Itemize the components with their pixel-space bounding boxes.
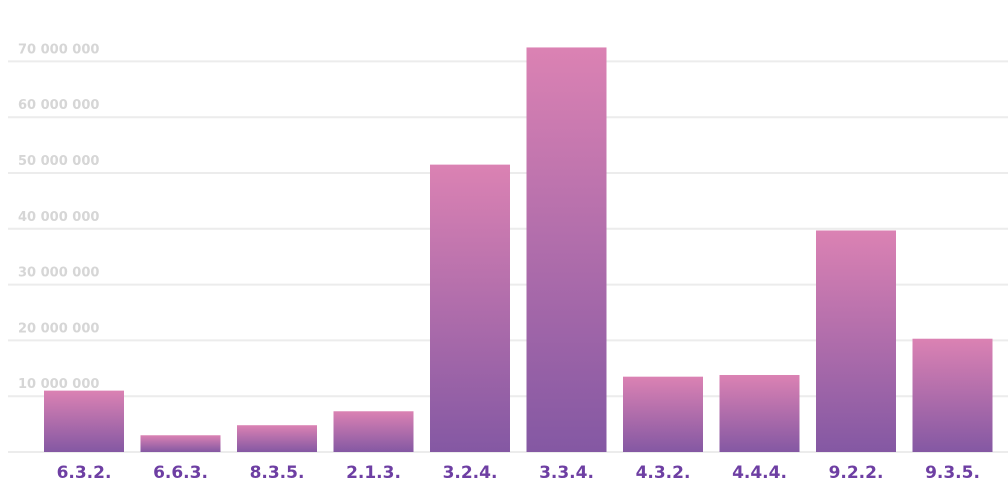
x-tick-label: 6.3.2. [57,463,112,483]
x-axis-ticks: 6.3.2. 6.6.3. 8.3.5. 2.1.3. 3.2.4. 3.3.4. 4.3.… [57,463,980,483]
y-tick-label: 20 000 000 [18,321,99,336]
x-tick-label: 2.1.3. [346,463,401,483]
y-tick-label: 70 000 000 [18,42,99,57]
bar-4-4-4 [719,374,800,452]
x-tick-label: 4.3.2. [636,463,691,483]
bars [44,47,993,452]
x-tick-label: 8.3.5. [250,463,305,483]
y-tick-label: 60 000 000 [18,98,99,113]
x-tick-label: 9.2.2. [829,463,884,483]
y-tick-label: 40 000 000 [18,210,99,225]
x-tick-label: 3.3.4. [539,463,594,483]
bar-2-1-3 [333,411,414,452]
x-tick-label: 6.6.3. [153,463,208,483]
bar-3-2-4 [430,164,510,452]
bar-9-2-2 [816,230,896,452]
x-tick-label: 3.2.4. [443,463,498,483]
y-axis-ticks: 10 000 000 20 000 000 30 000 000 40 000 000… [18,42,99,392]
bar-8-3-5 [237,425,317,452]
x-tick-label: 4.4.4. [732,463,787,483]
bar-6-3-2 [44,390,124,452]
bar-6-6-3 [140,435,221,452]
x-tick-label: 9.3.5. [925,463,980,483]
bar-4-3-2 [623,376,703,452]
bar-3-3-4 [526,47,607,452]
y-tick-label: 50 000 000 [18,154,99,169]
y-tick-label: 10 000 000 [18,377,99,392]
bar-9-3-5 [912,338,993,452]
y-tick-label: 30 000 000 [18,266,99,281]
